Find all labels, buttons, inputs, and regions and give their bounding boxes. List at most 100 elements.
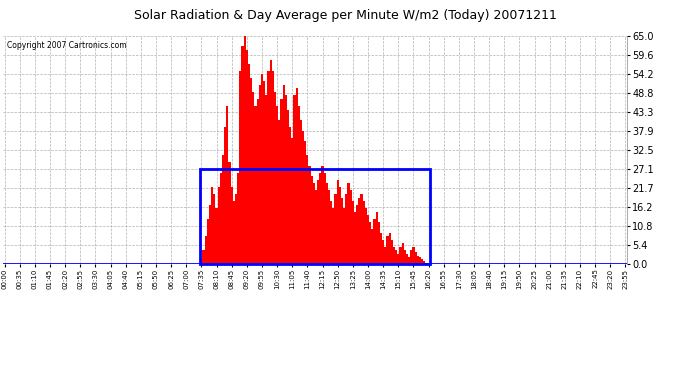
- Bar: [356, 204, 358, 264]
- Bar: [289, 127, 291, 264]
- Bar: [220, 173, 222, 264]
- Bar: [285, 96, 287, 264]
- Bar: [404, 250, 406, 264]
- Bar: [393, 247, 395, 264]
- Bar: [295, 88, 297, 264]
- Bar: [211, 187, 213, 264]
- Bar: [337, 180, 339, 264]
- Bar: [380, 233, 382, 264]
- Bar: [213, 194, 215, 264]
- Bar: [280, 99, 282, 264]
- Bar: [244, 36, 246, 264]
- Bar: [345, 194, 348, 264]
- Bar: [317, 180, 319, 264]
- Bar: [217, 187, 220, 264]
- Bar: [352, 201, 354, 264]
- Bar: [222, 155, 224, 264]
- Bar: [324, 173, 326, 264]
- Bar: [278, 120, 280, 264]
- Bar: [362, 201, 365, 264]
- Bar: [239, 71, 241, 264]
- Bar: [308, 166, 310, 264]
- Bar: [228, 162, 230, 264]
- Bar: [215, 208, 217, 264]
- Bar: [319, 173, 322, 264]
- Bar: [322, 166, 324, 264]
- Bar: [315, 190, 317, 264]
- Bar: [419, 257, 421, 264]
- Bar: [282, 85, 285, 264]
- Bar: [255, 106, 257, 264]
- Bar: [205, 236, 207, 264]
- Bar: [354, 211, 356, 264]
- Bar: [375, 211, 377, 264]
- Bar: [360, 194, 362, 264]
- Bar: [246, 50, 248, 264]
- Bar: [272, 71, 274, 264]
- Bar: [343, 208, 345, 264]
- Bar: [302, 130, 304, 264]
- Bar: [365, 208, 367, 264]
- Bar: [241, 46, 244, 264]
- Bar: [248, 64, 250, 264]
- Bar: [202, 250, 205, 264]
- Bar: [377, 222, 380, 264]
- Bar: [274, 92, 276, 264]
- Bar: [310, 176, 313, 264]
- Bar: [287, 110, 289, 264]
- Bar: [423, 261, 425, 264]
- Bar: [350, 190, 352, 264]
- Text: Copyright 2007 Cartronics.com: Copyright 2007 Cartronics.com: [7, 41, 126, 50]
- Bar: [265, 96, 268, 264]
- Bar: [226, 106, 228, 264]
- Bar: [371, 229, 373, 264]
- Bar: [237, 173, 239, 264]
- Bar: [224, 127, 226, 264]
- Bar: [313, 183, 315, 264]
- Bar: [207, 219, 209, 264]
- Bar: [253, 92, 255, 264]
- Bar: [397, 254, 400, 264]
- Bar: [306, 155, 308, 264]
- Bar: [369, 222, 371, 264]
- Bar: [297, 106, 300, 264]
- Bar: [358, 198, 360, 264]
- Bar: [391, 240, 393, 264]
- Bar: [200, 259, 202, 264]
- Bar: [261, 74, 263, 264]
- Bar: [200, 169, 430, 264]
- Bar: [326, 183, 328, 264]
- Bar: [421, 259, 423, 264]
- Bar: [270, 60, 272, 264]
- Bar: [382, 240, 384, 264]
- Bar: [410, 250, 413, 264]
- Bar: [367, 215, 369, 264]
- Bar: [268, 71, 270, 264]
- Bar: [413, 247, 415, 264]
- Text: Solar Radiation & Day Average per Minute W/m2 (Today) 20071211: Solar Radiation & Day Average per Minute…: [134, 9, 556, 22]
- Bar: [263, 81, 265, 264]
- Bar: [425, 262, 428, 264]
- Bar: [330, 201, 333, 264]
- Bar: [388, 233, 391, 264]
- Bar: [333, 208, 335, 264]
- Bar: [415, 252, 417, 264]
- Bar: [335, 194, 337, 264]
- Bar: [328, 190, 330, 264]
- Bar: [406, 254, 408, 264]
- Bar: [257, 99, 259, 264]
- Bar: [250, 78, 253, 264]
- Bar: [293, 96, 295, 264]
- Bar: [341, 198, 343, 264]
- Bar: [304, 141, 306, 264]
- Bar: [209, 204, 211, 264]
- Bar: [276, 106, 278, 264]
- Bar: [230, 187, 233, 264]
- Bar: [235, 194, 237, 264]
- Bar: [233, 201, 235, 264]
- Bar: [300, 120, 302, 264]
- Bar: [384, 247, 386, 264]
- Bar: [400, 247, 402, 264]
- Bar: [402, 243, 404, 264]
- Bar: [386, 236, 388, 264]
